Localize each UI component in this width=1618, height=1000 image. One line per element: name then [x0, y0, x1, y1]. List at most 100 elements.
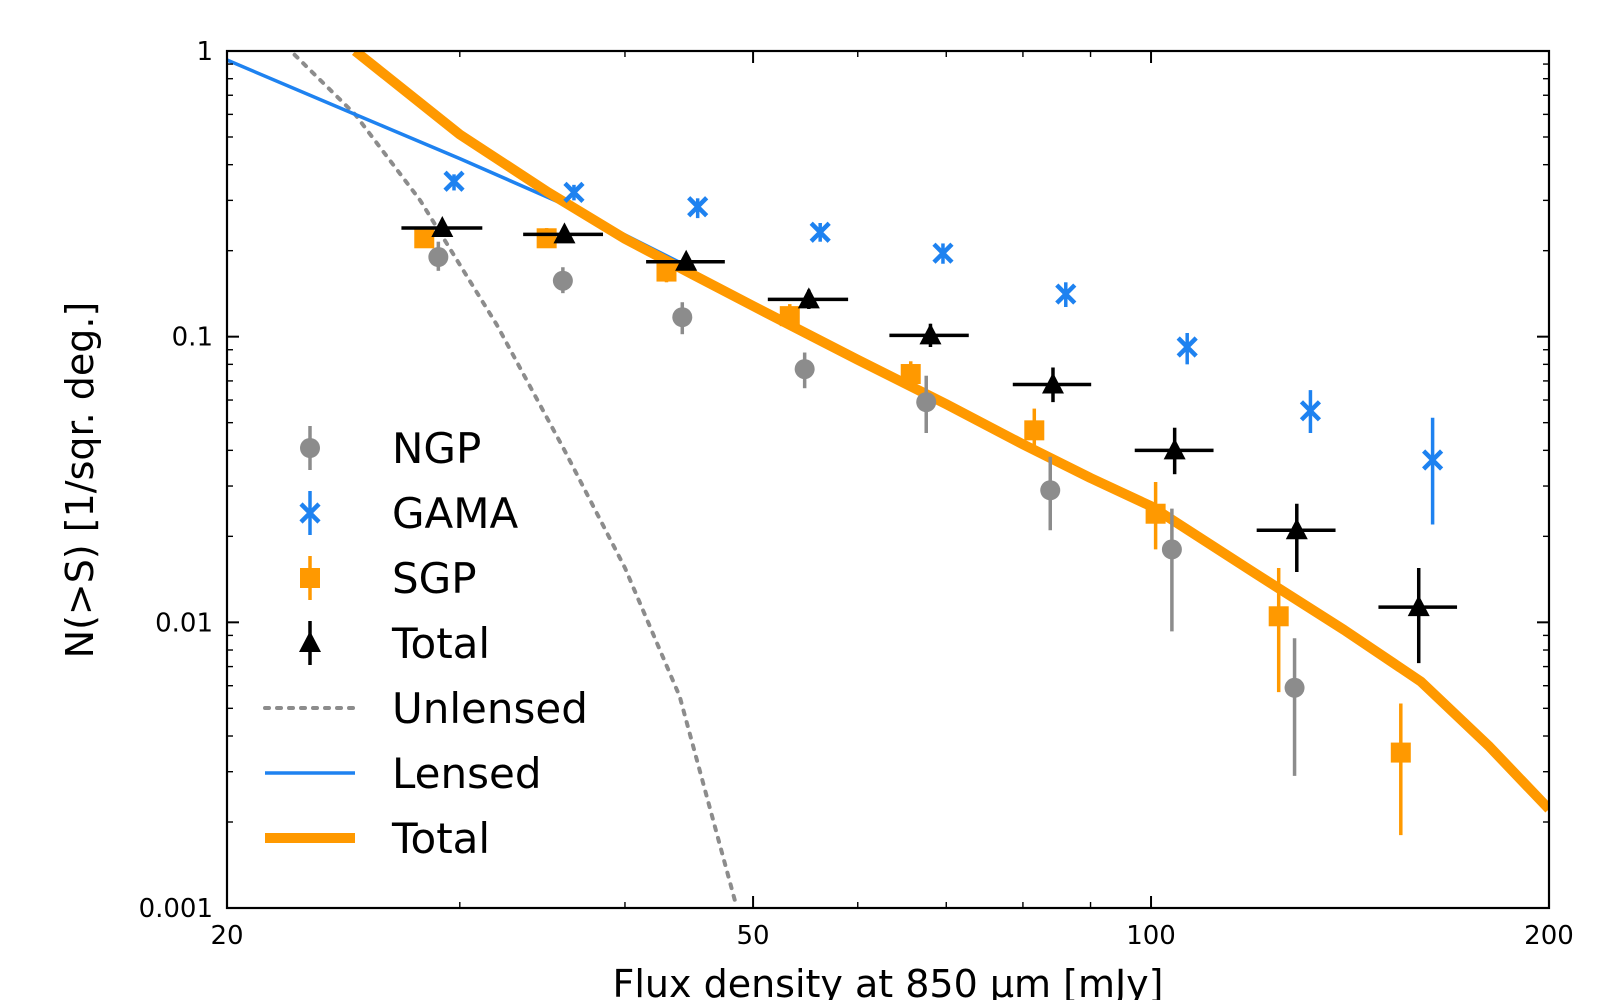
sgp-square-marker [1268, 606, 1289, 627]
gama-data-point [1176, 332, 1198, 365]
x-tick-label: 100 [1126, 921, 1176, 951]
series-lines [227, 51, 1549, 906]
sgp-square-marker [900, 364, 921, 385]
ngp-data-point [1284, 638, 1305, 776]
plot-frame [225, 49, 1551, 910]
gama-data-point [1055, 282, 1077, 308]
total-data-point [1134, 427, 1214, 475]
total-triangle-marker [553, 222, 576, 244]
ngp-circle-marker [1161, 539, 1182, 560]
ngp-data-point [1161, 508, 1182, 632]
sgp-data-point [1145, 481, 1166, 550]
gama-data-point [809, 221, 831, 243]
total-data-point [646, 249, 725, 271]
total-data-point [889, 323, 969, 348]
legend: NGP GAMA SGP Total Unlensed Lensed Total [263, 424, 588, 863]
ngp-circle-marker [552, 270, 573, 291]
legend-swatch-x-marker [299, 502, 321, 524]
total-data-point [1256, 503, 1336, 573]
gama-x-marker [1299, 400, 1322, 422]
y-tick-label: 0.1 [172, 323, 213, 353]
gama-data-point [687, 196, 709, 219]
ngp-data-point [1040, 456, 1061, 531]
x-tick-label: 200 [1524, 921, 1574, 951]
gama-data-point [932, 242, 954, 264]
ngp-circle-marker [1040, 480, 1061, 501]
x-axis-label: Flux density at 850 μm [mJy] [613, 962, 1164, 1000]
legend-label-lensed: Lensed [392, 749, 542, 798]
sgp-square-marker [1024, 420, 1045, 441]
total-triangle-marker [1041, 372, 1064, 394]
total-triangle-marker [675, 249, 698, 271]
legend-label-unlensed: Unlensed [392, 684, 588, 733]
total-thick-curve [351, 51, 1549, 813]
legend-entry-sgp: SGP [300, 554, 477, 603]
sgp-square-marker [414, 228, 435, 249]
ngp-circle-marker [916, 392, 937, 413]
sgp-data-point [1024, 408, 1045, 454]
total-data-point [767, 287, 849, 309]
legend-entry-ngp: NGP [300, 424, 481, 473]
ngp-circle-marker [428, 247, 449, 268]
legend-swatch-circle-marker [300, 438, 320, 458]
unlensed-dotted-curve [292, 52, 738, 906]
gama-x-marker [563, 181, 585, 203]
sgp-square-marker [656, 261, 677, 282]
legend-entry-total: Total [265, 814, 490, 863]
y-tick-label: 0.001 [139, 894, 213, 924]
ngp-data-point [552, 267, 573, 294]
legend-entry-gama: GAMA [299, 489, 519, 538]
sgp-square-marker [536, 228, 557, 249]
sgp-square-marker [1145, 503, 1166, 524]
total-triangle-marker [797, 287, 820, 309]
gama-x-marker [687, 196, 709, 218]
total-triangle-marker [1407, 595, 1430, 617]
legend-swatch-triangle-marker [299, 631, 321, 652]
data-points [401, 170, 1458, 836]
sgp-data-point [1390, 703, 1411, 836]
total-data-point [1378, 567, 1458, 664]
x-tick-label: 50 [737, 921, 770, 951]
x-tick-label: 20 [210, 921, 243, 951]
total-data-point [1012, 367, 1092, 403]
gama-x-marker [1176, 336, 1198, 358]
sgp-square-marker [779, 306, 800, 327]
total-triangle-marker [431, 216, 454, 238]
sgp-square-marker [1390, 742, 1411, 763]
legend-entry-lensed: Lensed [265, 749, 542, 798]
sgp-data-point [779, 304, 800, 329]
legend-label-sgp: SGP [392, 554, 477, 603]
ngp-circle-marker [1284, 677, 1305, 698]
gama-data-point [563, 181, 585, 203]
gama-x-marker [809, 221, 831, 243]
legend-entry-unlensed: Unlensed [263, 684, 588, 733]
y-tick-label: 0.01 [155, 608, 213, 638]
gama-x-marker [1422, 449, 1444, 471]
sgp-data-point [1268, 567, 1289, 693]
tick-labels: 0.001 0.01 0.1 1 20 50 100 200 [139, 37, 1574, 951]
gama-x-marker [932, 242, 954, 264]
axis-ticks [226, 50, 1550, 909]
total-data-point [401, 216, 483, 238]
ngp-data-point [428, 241, 449, 271]
total-triangle-marker [1285, 518, 1308, 540]
sgp-data-point [414, 228, 435, 249]
total-data-point [523, 222, 604, 244]
gama-x-marker [443, 170, 465, 192]
legend-swatch-square-marker [300, 568, 320, 588]
ngp-data-point [672, 302, 693, 335]
y-tick-label: 1 [196, 37, 213, 67]
total-triangle-marker [919, 323, 942, 345]
ngp-data-point [916, 375, 937, 434]
total-triangle-marker [1163, 438, 1186, 460]
y-axis-label: N(>S) [1/sqr. deg.] [58, 302, 102, 659]
legend-entry-total: Total [299, 619, 490, 668]
ngp-circle-marker [672, 307, 693, 328]
sgp-data-point [536, 228, 557, 249]
sgp-data-point [656, 261, 677, 283]
gama-data-point [443, 170, 465, 192]
legend-label-total: Total [391, 619, 490, 668]
legend-label-total: Total [391, 814, 490, 863]
